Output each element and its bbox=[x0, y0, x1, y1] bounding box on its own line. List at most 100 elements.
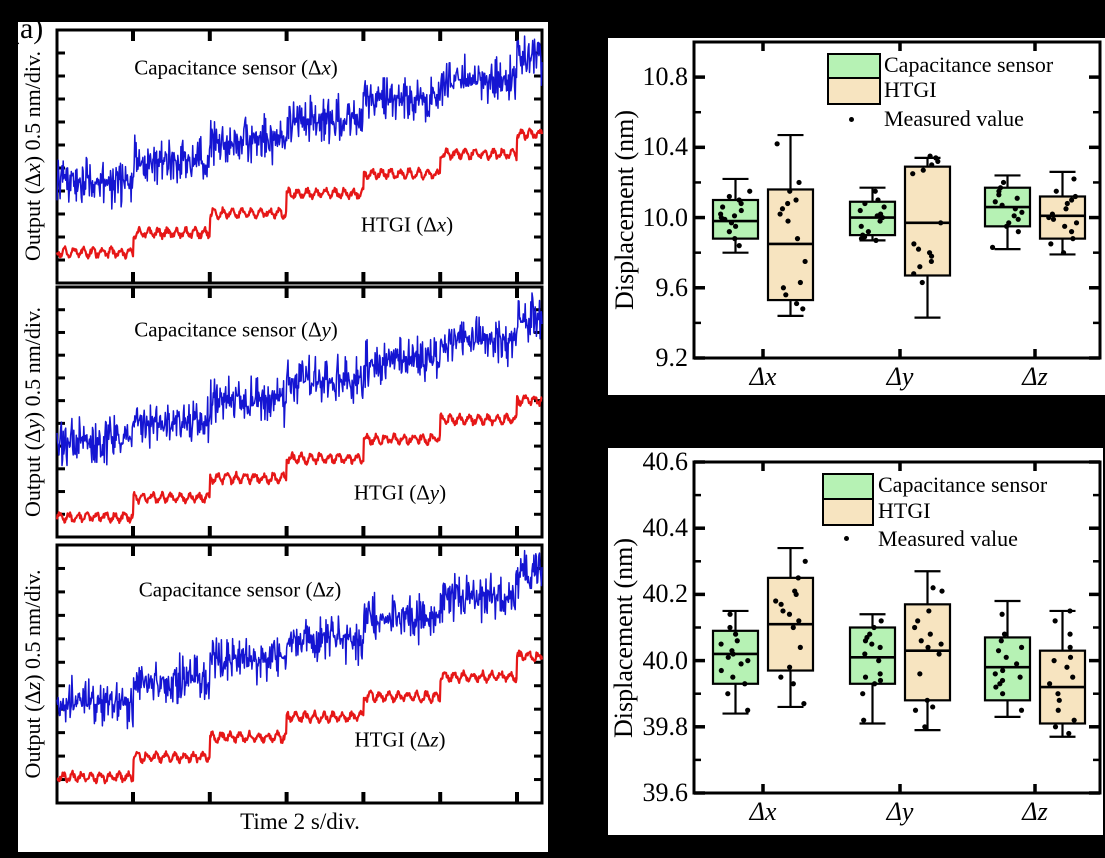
measured-value-dot bbox=[720, 204, 726, 210]
measured-value-dot bbox=[729, 648, 735, 654]
measured-value-dot bbox=[1067, 654, 1074, 660]
measured-value-dot bbox=[872, 188, 878, 194]
y-tick-label: 40.0 bbox=[642, 645, 689, 675]
y-tick-label: 9.2 bbox=[655, 343, 689, 372]
measured-value-dot bbox=[930, 585, 936, 591]
measured-value-dot bbox=[1069, 197, 1075, 203]
measured-value-dot bbox=[915, 246, 922, 252]
box bbox=[711, 629, 760, 685]
measured-value-dot bbox=[736, 197, 742, 203]
measured-value-dot bbox=[869, 641, 875, 647]
trace-capacitance-Δz bbox=[56, 549, 543, 730]
measured-value-dot bbox=[1067, 608, 1073, 614]
measured-value-dot bbox=[999, 202, 1005, 208]
trace-htgi-Δz bbox=[56, 649, 544, 785]
measured-value-dot bbox=[802, 258, 808, 265]
measured-value-dot bbox=[1071, 176, 1077, 182]
measured-value-dot bbox=[998, 638, 1004, 644]
box-group-htgi-Δy bbox=[903, 570, 952, 732]
measured-value-dot bbox=[731, 213, 738, 219]
measured-value-dot bbox=[734, 638, 740, 644]
measured-value-dot bbox=[881, 204, 887, 210]
measured-value-dot bbox=[793, 300, 800, 307]
measured-value-dot bbox=[728, 220, 735, 226]
trace-capacitance-Δy bbox=[56, 292, 543, 467]
measured-value-dot bbox=[1003, 654, 1009, 660]
measured-value-dot bbox=[1006, 220, 1012, 226]
measured-value-dot bbox=[917, 671, 923, 677]
measured-value-dot bbox=[1055, 691, 1061, 697]
measured-value-dot bbox=[780, 608, 786, 614]
measured-value-dot bbox=[927, 631, 933, 637]
measured-value-dot bbox=[915, 618, 921, 624]
box bbox=[903, 603, 952, 702]
measured-value-dot bbox=[1060, 250, 1067, 256]
box-group-htgi-Δz bbox=[1038, 608, 1087, 738]
measured-value-dot bbox=[1015, 216, 1021, 222]
measured-value-dot bbox=[790, 681, 796, 687]
trace-htgi-Δy bbox=[55, 394, 543, 524]
box bbox=[903, 165, 952, 277]
measured-value-dot bbox=[858, 223, 864, 229]
measured-value-dot bbox=[878, 618, 884, 624]
measured-value-dot bbox=[783, 292, 789, 298]
trace-label-capacitance-dx: Capacitance sensor (Δx) bbox=[134, 55, 338, 80]
box-group-capacitance-sensor-Δx bbox=[711, 609, 760, 715]
measured-value-dot bbox=[778, 674, 784, 680]
legend-swatch-capacitance-icon bbox=[822, 473, 874, 500]
measured-value-dot bbox=[1070, 674, 1076, 680]
measured-value-dot bbox=[911, 241, 917, 247]
measured-value-dot bbox=[1050, 216, 1057, 222]
measured-value-dot bbox=[1068, 229, 1075, 235]
measured-value-dot bbox=[1000, 179, 1007, 186]
measured-value-dot bbox=[924, 697, 930, 703]
measured-value-dot bbox=[857, 207, 863, 214]
plot-frame bbox=[55, 28, 544, 285]
measured-value-dot bbox=[1055, 707, 1061, 713]
measured-value-dot bbox=[1018, 707, 1025, 713]
trace-label-htgi-dx: HTGI (Δx) bbox=[360, 212, 454, 237]
measured-value-dot bbox=[738, 207, 744, 214]
measured-value-dot bbox=[1000, 667, 1006, 674]
trace-label-capacitance-dy: Capacitance sensor (Δy) bbox=[134, 317, 338, 342]
boxplot-svg-top bbox=[692, 40, 1102, 360]
measured-value-dot bbox=[1049, 211, 1056, 217]
measured-value-dot bbox=[1047, 681, 1053, 687]
box-group-capacitance-sensor-Δz bbox=[983, 174, 1032, 251]
boxplot-frame bbox=[692, 460, 1102, 795]
box-group-capacitance-sensor-Δz bbox=[983, 599, 1032, 718]
measured-value-dot bbox=[801, 701, 807, 707]
measured-value-dot bbox=[865, 229, 871, 235]
measured-value-dot bbox=[877, 671, 883, 677]
measured-value-dot bbox=[726, 229, 732, 235]
measured-value-dot bbox=[1056, 697, 1062, 703]
measured-value-dot bbox=[802, 558, 808, 564]
measured-value-dot bbox=[718, 641, 724, 647]
measured-value-dot bbox=[862, 200, 868, 207]
box bbox=[983, 636, 1032, 702]
y-tick-label: 40.6 bbox=[642, 448, 689, 476]
measured-value-dot bbox=[997, 185, 1004, 191]
measured-value-dot bbox=[911, 271, 917, 277]
measured-value-dot bbox=[1012, 206, 1018, 212]
measured-value-dot bbox=[718, 667, 724, 674]
box-group-capacitance-sensor-Δx bbox=[711, 177, 760, 254]
measured-value-dot bbox=[871, 624, 877, 631]
timeseries-frame-Δx bbox=[55, 28, 544, 285]
x-category-label: Δx bbox=[749, 362, 777, 391]
measured-value-dot bbox=[1018, 644, 1025, 650]
measured-value-dot-icon bbox=[844, 536, 849, 541]
x-category-label: Δy bbox=[886, 797, 914, 826]
x-category-label: Δz bbox=[1022, 797, 1048, 826]
measured-value-dot bbox=[1015, 229, 1021, 235]
measured-value-dot bbox=[795, 575, 801, 581]
measured-value-dot bbox=[780, 285, 787, 291]
y-tick-label: 10.8 bbox=[642, 62, 689, 92]
timeseries-plot-svg bbox=[55, 28, 544, 805]
measured-value-dot bbox=[777, 211, 783, 217]
measured-value-dot bbox=[912, 624, 918, 631]
measured-value-dot bbox=[877, 211, 884, 217]
box-group-htgi-Δz bbox=[1038, 170, 1087, 256]
measured-value-dot bbox=[778, 601, 784, 607]
